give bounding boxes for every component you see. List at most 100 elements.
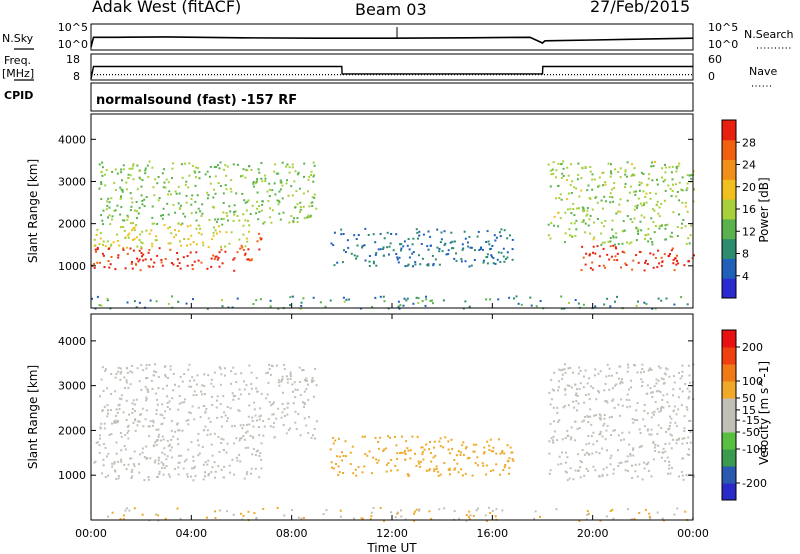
heatmap-cell [564, 371, 567, 374]
heatmap-cell [475, 443, 478, 446]
heatmap-cell [664, 171, 667, 174]
heatmap-cell [593, 414, 596, 417]
heatmap-cell [669, 472, 672, 475]
heatmap-cell [117, 477, 120, 480]
heatmap-cell [161, 422, 164, 425]
heatmap-cell [666, 393, 669, 396]
heatmap-cell [163, 224, 166, 227]
heatmap-cell [174, 430, 177, 433]
heatmap-cell [664, 224, 667, 227]
heatmap-cell [222, 217, 225, 220]
heatmap-cell [214, 470, 217, 473]
heatmap-cell [683, 427, 686, 430]
heatmap-cell [578, 207, 580, 210]
heatmap-cell [356, 244, 359, 247]
heatmap-cell [564, 211, 567, 214]
heatmap-cell [672, 375, 675, 378]
heatmap-cell [614, 384, 616, 387]
heatmap-cell [458, 517, 460, 520]
heatmap-cell [151, 216, 154, 219]
heatmap-cell [212, 231, 215, 234]
heatmap-cell [548, 452, 551, 455]
heatmap-cell [374, 253, 377, 256]
heatmap-cell [223, 367, 226, 370]
heatmap-cell [664, 460, 667, 463]
heatmap-cell [683, 264, 686, 267]
heatmap-cell [461, 444, 464, 447]
heatmap-cell [484, 514, 487, 517]
heatmap-cell [337, 465, 340, 468]
heatmap-cell [185, 180, 188, 183]
heatmap-cell [153, 261, 156, 264]
heatmap-cell [688, 419, 691, 422]
heatmap-cell [110, 197, 113, 200]
heatmap-cell [267, 381, 270, 384]
heatmap-cell [591, 261, 594, 264]
heatmap-cell [191, 268, 194, 271]
colorbar-swatch [722, 159, 736, 180]
heatmap-cell [495, 508, 498, 511]
heatmap-cell [692, 473, 695, 476]
heatmap-cell [150, 229, 153, 232]
heatmap-cell [613, 187, 616, 189]
heatmap-cell [189, 412, 192, 414]
heatmap-cell [167, 213, 170, 216]
heatmap-cell [145, 196, 148, 198]
colorbar-swatch [722, 139, 736, 161]
heatmap-cell [487, 240, 490, 243]
nave-tick-bottom: 0 [708, 70, 715, 83]
heatmap-cell [549, 185, 552, 188]
heatmap-cell [312, 180, 315, 183]
heatmap-cell [377, 459, 380, 462]
heatmap-cell [678, 475, 680, 478]
heatmap-cell [566, 166, 569, 169]
heatmap-cell [228, 242, 231, 245]
heatmap-cell [279, 218, 282, 221]
heatmap-cell [259, 298, 262, 301]
heatmap-cell [109, 263, 112, 266]
heatmap-cell [165, 465, 168, 467]
heatmap-cell [163, 466, 166, 469]
heatmap-cell [395, 233, 398, 236]
heatmap-cell [250, 387, 253, 390]
heatmap-cell [117, 370, 120, 373]
heatmap-cell [601, 207, 604, 210]
heatmap-cell [631, 477, 634, 479]
heatmap-cell [669, 235, 672, 238]
heatmap-cell [613, 182, 616, 185]
heatmap-cell [108, 206, 111, 209]
heatmap-cell [530, 304, 533, 307]
heatmap-cell [119, 197, 122, 200]
heatmap-cell [638, 446, 641, 449]
heatmap-cell [169, 248, 172, 251]
heatmap-cell [257, 218, 260, 221]
heatmap-cell [107, 474, 110, 477]
heatmap-cell [488, 449, 491, 451]
heatmap-cell [439, 241, 442, 244]
heatmap-cell [586, 209, 589, 212]
heatmap-cell [207, 474, 210, 477]
heatmap-cell [631, 221, 634, 223]
heatmap-cell [224, 414, 227, 417]
heatmap-cell [624, 262, 627, 265]
heatmap-cell [106, 297, 109, 300]
heatmap-cell [298, 187, 301, 190]
heatmap-cell [177, 185, 180, 188]
heatmap-cell [579, 460, 582, 463]
heatmap-cell [116, 411, 119, 414]
heatmap-cell [606, 253, 609, 256]
heatmap-cell [620, 439, 623, 442]
heatmap-cell [312, 175, 315, 178]
heatmap-cell [250, 383, 253, 385]
heatmap-cell [473, 249, 476, 252]
heatmap-cell [468, 518, 471, 521]
heatmap-cell [287, 194, 290, 197]
heatmap-cell [98, 163, 101, 166]
heatmap-cell [186, 475, 189, 478]
heatmap-cell [94, 460, 97, 463]
colorbar-swatch [722, 347, 736, 365]
heatmap-cell [157, 176, 160, 178]
heatmap-cell [281, 161, 284, 164]
colorbar-tick-label: 200 [742, 341, 763, 354]
heatmap-cell [122, 164, 125, 167]
